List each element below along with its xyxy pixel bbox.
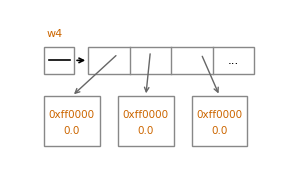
Bar: [192, 96, 247, 146]
Text: w4: w4: [46, 29, 63, 39]
Bar: [118, 96, 173, 146]
Text: ...: ...: [228, 54, 239, 67]
Text: 0.0: 0.0: [212, 126, 228, 136]
Text: 0.0: 0.0: [138, 126, 154, 136]
Bar: [44, 47, 74, 74]
Text: 0xff0000: 0xff0000: [49, 110, 95, 120]
Bar: [88, 47, 254, 74]
Text: 0.0: 0.0: [64, 126, 80, 136]
Bar: [44, 96, 100, 146]
Text: 0xff0000: 0xff0000: [197, 110, 243, 120]
Text: 0xff0000: 0xff0000: [123, 110, 169, 120]
